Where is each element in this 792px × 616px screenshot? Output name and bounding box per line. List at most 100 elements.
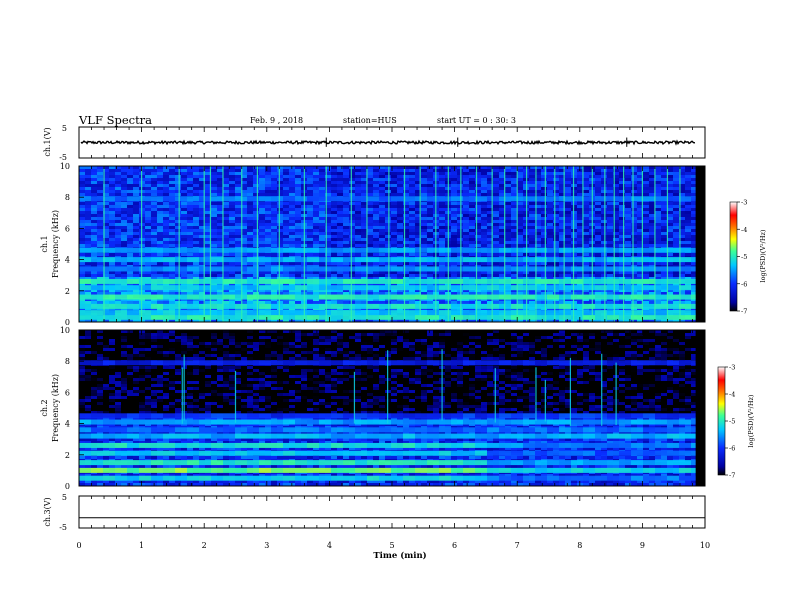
- spectrogram-cell: [97, 202, 103, 205]
- spectrogram-cell: [211, 238, 217, 241]
- spectrogram-cell: [595, 211, 601, 214]
- spectrogram-cell: [313, 169, 319, 172]
- spectrogram-cell: [439, 223, 445, 226]
- spectrogram-cell: [505, 262, 511, 265]
- spectrogram-cell: [85, 169, 91, 172]
- spectrogram-cell: [547, 262, 553, 265]
- spectrogram-cell: [259, 235, 265, 238]
- spectrogram-cell: [331, 187, 337, 190]
- spectrogram-cell: [271, 202, 277, 205]
- spectrogram-cell: [211, 301, 217, 304]
- spectrogram-cell: [493, 193, 499, 196]
- spectrogram-cell: [151, 235, 157, 238]
- spectrogram-cell: [673, 229, 679, 232]
- spectrogram-cell: [85, 211, 91, 214]
- spectrogram-cell: [625, 214, 631, 217]
- spectrogram-cell: [157, 220, 163, 223]
- spectrogram-cell: [217, 217, 223, 220]
- spectrogram-cell: [409, 172, 415, 175]
- spectrogram-cell: [187, 238, 193, 241]
- spectrogram-cell: [247, 187, 253, 190]
- spectrogram-cell: [625, 187, 631, 190]
- spectrogram-cell: [685, 262, 691, 265]
- spectrogram-cell: [313, 274, 319, 277]
- spectrogram-cell: [337, 181, 343, 184]
- spectrogram-cell: [307, 220, 313, 223]
- spectrogram-cell: [439, 169, 445, 172]
- spectrogram-cell: [145, 220, 151, 223]
- spectrogram-cell: [331, 211, 337, 214]
- spectrogram-cell: [451, 205, 457, 208]
- spectrogram-cell: [631, 181, 637, 184]
- spectrogram-cell: [691, 244, 696, 247]
- spectrogram-cell: [403, 211, 409, 214]
- spectrogram-cell: [481, 211, 487, 214]
- spectrogram-cell: [475, 241, 481, 244]
- spectrogram-cell: [379, 193, 385, 196]
- spectrogram-cell: [685, 235, 691, 238]
- spectrogram-cell: [373, 211, 379, 214]
- spectrogram-cell: [661, 211, 667, 214]
- spectrogram-cell: [337, 175, 343, 178]
- spectrogram-cell: [397, 301, 403, 304]
- spectrogram-cell: [595, 253, 601, 256]
- spectrogram-cell: [379, 214, 385, 217]
- spectrogram-cell: [349, 172, 355, 175]
- spectrogram-cell: [277, 202, 283, 205]
- spectrogram-cell: [121, 205, 127, 208]
- spectrogram-cell: [175, 253, 181, 256]
- spectrogram-cell: [151, 208, 157, 211]
- spectrogram-cell: [673, 226, 679, 229]
- spectrogram-cell: [79, 217, 85, 220]
- spectrogram-cell: [511, 184, 517, 187]
- spectrogram-cell: [313, 253, 319, 256]
- spectrogram-cell: [145, 178, 151, 181]
- spectrogram-cell: [601, 220, 607, 223]
- spectrogram-cell: [451, 232, 457, 235]
- spectrogram-cell: [79, 208, 85, 211]
- spectrogram-cell: [217, 232, 223, 235]
- spectrogram-cell: [97, 229, 103, 232]
- spectrogram-cell: [673, 220, 679, 223]
- spectrogram-cell: [625, 202, 631, 205]
- spectrogram-cell: [295, 301, 301, 304]
- spectrogram-cell: [223, 181, 229, 184]
- spectrogram-cell: [343, 241, 349, 244]
- spectrogram-cell: [385, 238, 391, 241]
- spectrogram-cell: [115, 202, 121, 205]
- spectrogram-cell: [691, 220, 696, 223]
- spectrogram-cell: [457, 202, 463, 205]
- spectrogram-cell: [235, 274, 241, 277]
- spectrogram-cell: [97, 184, 103, 187]
- spectrogram-cell: [265, 253, 271, 256]
- spectrogram-cell: [223, 211, 229, 214]
- spectrogram-cell: [529, 223, 535, 226]
- spectrogram-cell: [187, 244, 193, 247]
- spectrogram-cell: [289, 178, 295, 181]
- spectrogram-cell: [643, 190, 649, 193]
- spectrogram-cell: [367, 232, 373, 235]
- spectrogram-cell: [115, 238, 121, 241]
- spectrogram-cell: [583, 253, 589, 256]
- spectrogram-cell: [685, 301, 691, 304]
- spectrogram-cell: [235, 190, 241, 193]
- spectrogram-cell: [649, 169, 655, 172]
- spectrogram-cell: [505, 301, 511, 304]
- spectrogram-cell: [115, 178, 121, 181]
- spectrogram-cell: [643, 175, 649, 178]
- spectrogram-cell: [475, 205, 481, 208]
- spectrogram-cell: [373, 193, 379, 196]
- spectrogram-cell: [577, 172, 583, 175]
- spectrogram-cell: [343, 193, 349, 196]
- spectrogram-cell: [601, 184, 607, 187]
- spectrogram-cell: [343, 253, 349, 256]
- spectrogram-cell: [211, 205, 217, 208]
- spectrogram-cell: [565, 235, 571, 238]
- spectrogram-cell: [661, 262, 667, 265]
- spectrogram-cell: [577, 217, 583, 220]
- spectrogram-cell: [229, 202, 235, 205]
- spectrogram-cell: [211, 202, 217, 205]
- spectrogram-cell: [625, 223, 631, 226]
- spectrogram-cell: [79, 190, 85, 193]
- spectrogram-cell: [235, 172, 241, 175]
